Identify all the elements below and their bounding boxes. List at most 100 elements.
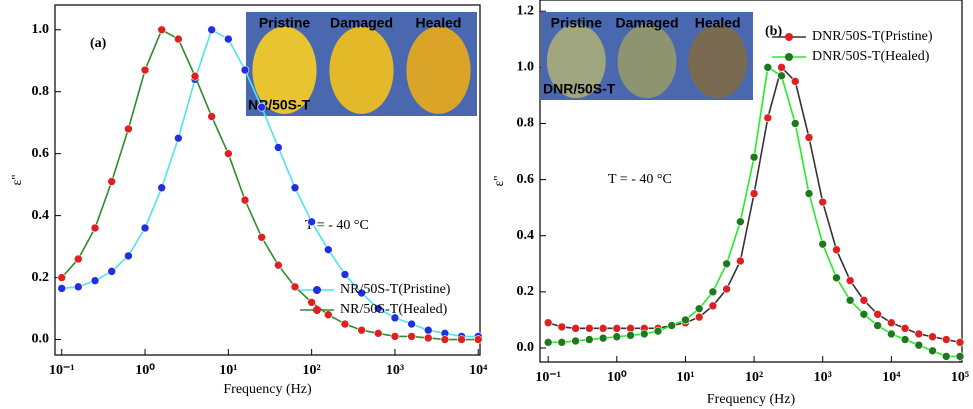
y-tick-label: 0.0 — [517, 340, 535, 355]
x-tick-label: 10³ — [386, 363, 404, 378]
annotation: (a) — [90, 36, 107, 51]
y-tick-label: 0.8 — [32, 84, 50, 99]
legend-label: NR/50S-T(Healed) — [340, 302, 448, 317]
data-point — [74, 283, 82, 291]
data-point — [558, 338, 566, 346]
data-point — [408, 320, 416, 328]
series-line — [548, 67, 960, 342]
data-point — [832, 274, 840, 282]
y-tick-label: 0.2 — [517, 284, 535, 299]
y-tick-label: 1.0 — [517, 60, 535, 75]
data-point — [324, 311, 332, 319]
x-tick-label: 10¹ — [219, 363, 237, 378]
data-point — [929, 347, 937, 355]
data-point — [599, 334, 607, 342]
data-point — [695, 313, 703, 321]
data-point — [241, 66, 249, 74]
legend-marker — [785, 33, 793, 41]
data-point — [709, 302, 717, 310]
data-point — [791, 77, 799, 85]
y-tick-label: 0.6 — [32, 146, 50, 161]
data-point — [274, 143, 282, 151]
y-tick-label: 0.8 — [517, 116, 535, 131]
data-point — [91, 224, 99, 232]
data-point — [627, 331, 635, 339]
data-point — [124, 125, 132, 133]
data-point — [274, 261, 282, 269]
y-tick-label: 0.2 — [32, 270, 50, 285]
data-point — [874, 310, 882, 318]
data-point — [860, 296, 868, 304]
data-point — [805, 190, 813, 198]
x-tick-label: 10⁻¹ — [535, 370, 561, 385]
data-point — [887, 330, 895, 338]
figure: 10⁻¹10⁰10¹10²10³10⁴0.00.20.40.60.81.0Fre… — [0, 0, 973, 409]
y-tick-label: 0.4 — [32, 208, 50, 223]
x-tick-label: 10³ — [814, 370, 832, 385]
data-point — [695, 305, 703, 313]
data-point — [291, 283, 299, 291]
data-point — [341, 320, 349, 328]
y-tick-label: 1.0 — [32, 22, 50, 37]
legend-label: DNR/50S-T(Healed) — [812, 49, 930, 64]
data-point — [374, 329, 382, 337]
data-point — [58, 284, 66, 292]
data-point — [108, 267, 116, 275]
data-point — [544, 338, 552, 346]
data-point — [308, 218, 316, 226]
inset-label: Damaged — [615, 15, 678, 31]
data-point — [74, 255, 82, 263]
data-point — [819, 198, 827, 206]
data-point — [91, 277, 99, 285]
data-point — [474, 336, 482, 344]
data-point — [613, 324, 621, 332]
data-point — [887, 319, 895, 327]
data-point — [846, 277, 854, 285]
data-point — [736, 218, 744, 226]
data-point — [709, 288, 717, 296]
x-tick-label: 10⁰ — [135, 363, 155, 378]
x-tick-label: 10² — [745, 370, 763, 385]
annotation: T = - 40 °C — [608, 172, 672, 187]
data-point — [599, 324, 607, 332]
data-point — [324, 246, 332, 254]
data-point — [750, 153, 758, 161]
data-point — [224, 150, 232, 158]
data-point — [124, 252, 132, 260]
inset-label: Pristine — [259, 15, 311, 31]
sample-disc — [329, 27, 393, 114]
data-point — [208, 26, 216, 34]
data-point — [956, 352, 964, 360]
data-point — [723, 285, 731, 293]
data-point — [108, 178, 116, 186]
data-point — [391, 332, 399, 340]
data-point — [681, 316, 689, 324]
data-point — [174, 134, 182, 142]
data-point — [585, 324, 593, 332]
data-point — [241, 196, 249, 204]
data-point — [174, 35, 182, 43]
data-point — [341, 270, 349, 278]
data-point — [258, 233, 266, 241]
data-point — [208, 113, 216, 121]
data-point — [778, 63, 786, 71]
x-axis-label: Frequency (Hz) — [223, 382, 312, 397]
data-point — [832, 246, 840, 254]
data-point — [291, 184, 299, 192]
data-point — [158, 184, 166, 192]
data-point — [224, 35, 232, 43]
sample-disc — [688, 24, 747, 98]
x-tick-label: 10¹ — [676, 370, 694, 385]
legend-marker — [785, 53, 793, 61]
legend-label: NR/50S-T(Pristine) — [340, 282, 451, 297]
data-point — [901, 336, 909, 344]
legend-marker — [313, 286, 321, 294]
x-axis-label: Frequency (Hz) — [707, 392, 796, 407]
data-point — [441, 336, 449, 344]
data-point — [736, 257, 744, 265]
y-axis-label: ε'' — [10, 175, 25, 186]
data-point — [424, 334, 432, 342]
data-point — [141, 224, 149, 232]
data-point — [191, 72, 199, 80]
legend-label: DNR/50S-T(Pristine) — [812, 29, 933, 44]
